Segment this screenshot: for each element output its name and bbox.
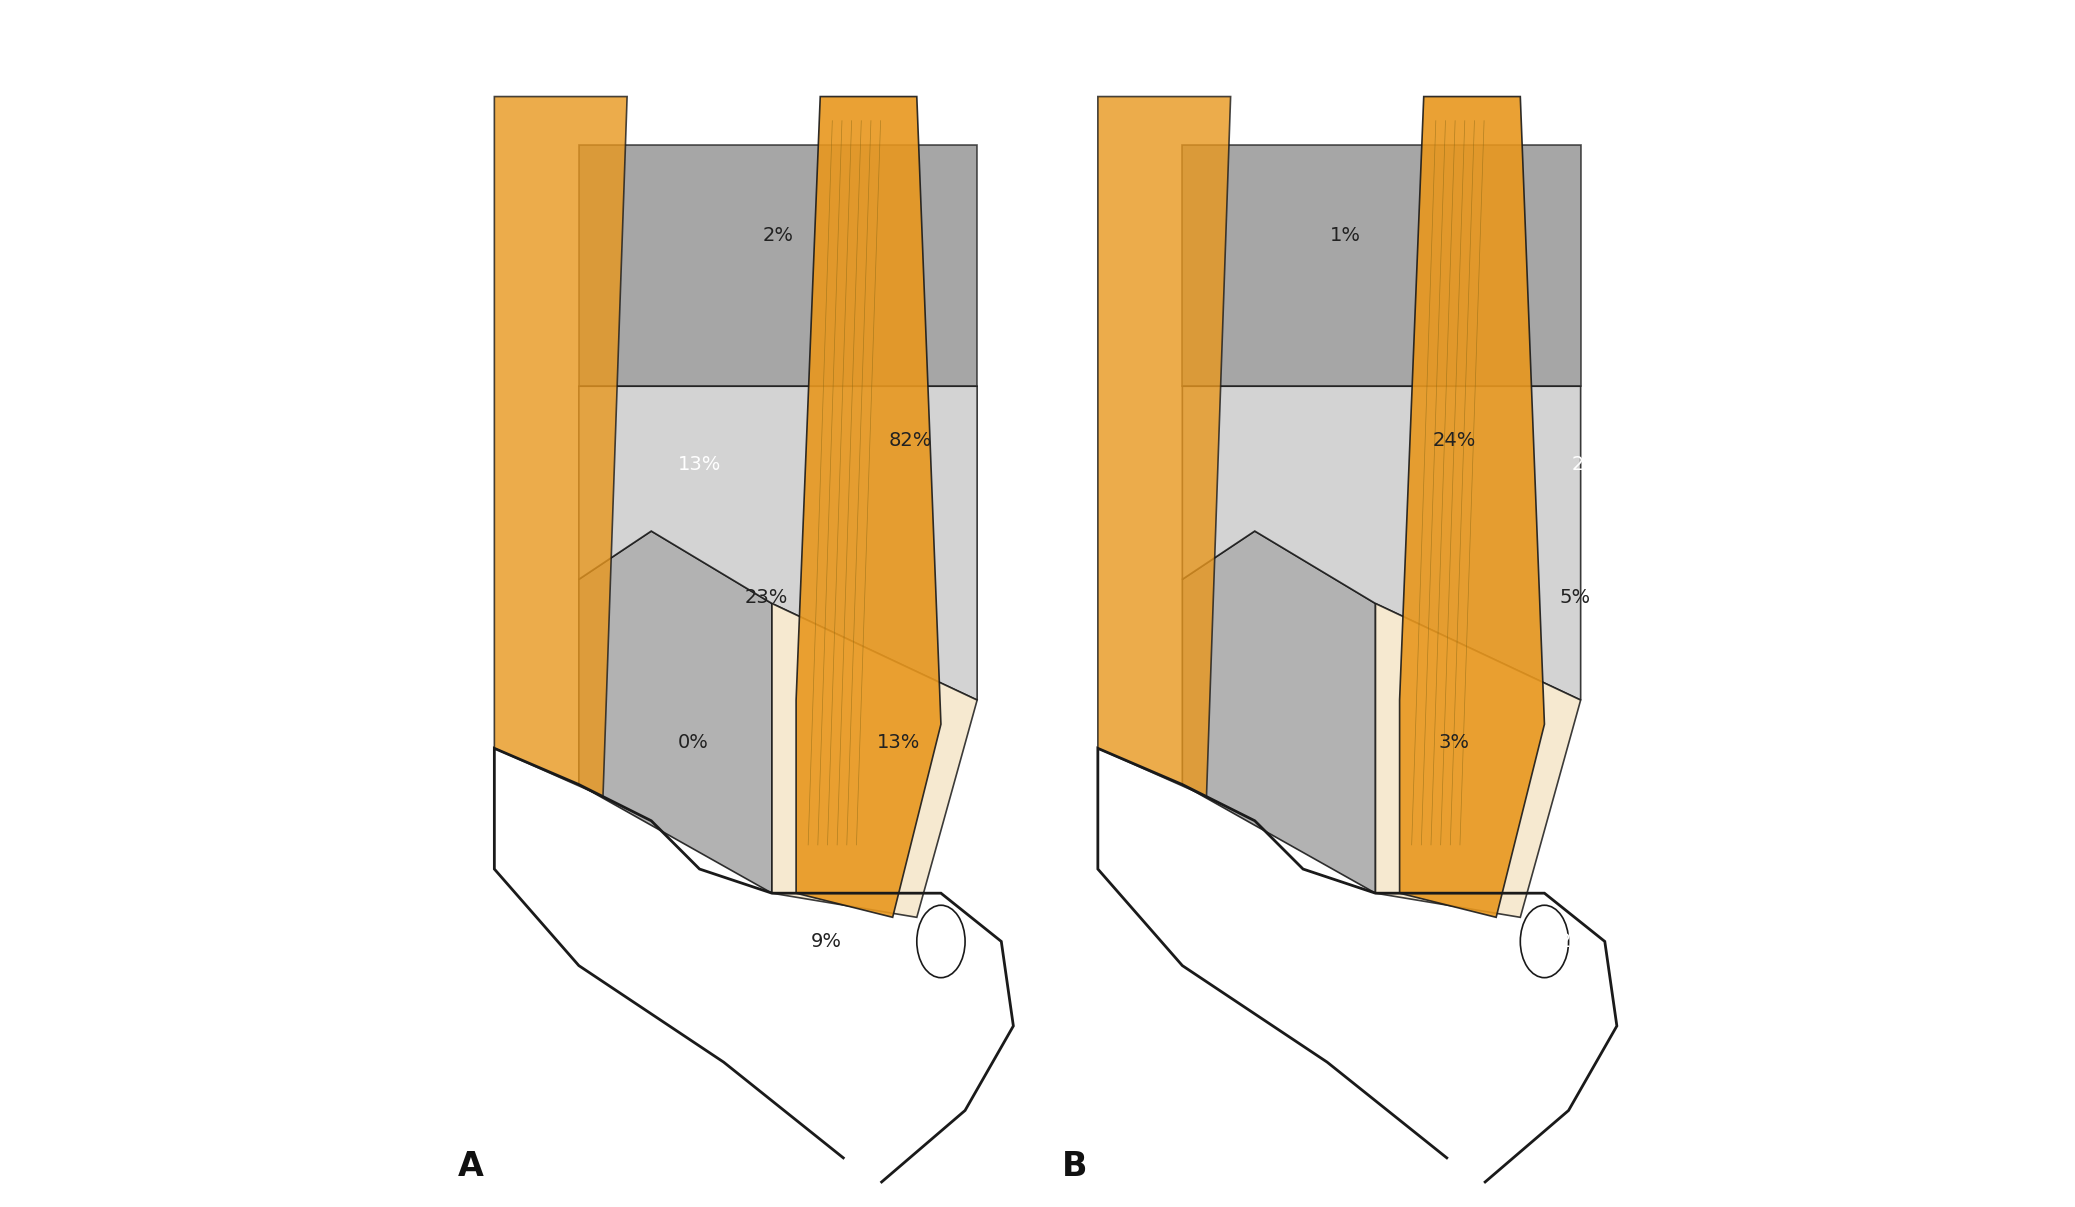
Ellipse shape bbox=[917, 905, 965, 978]
Text: B: B bbox=[1062, 1150, 1087, 1183]
Text: 82%: 82% bbox=[888, 431, 932, 450]
Text: 2%: 2% bbox=[1558, 932, 1589, 951]
Text: 1%: 1% bbox=[1330, 226, 1361, 245]
Polygon shape bbox=[1098, 97, 1230, 797]
Polygon shape bbox=[1401, 97, 1544, 917]
Polygon shape bbox=[579, 531, 772, 893]
Text: 3%: 3% bbox=[1438, 733, 1469, 752]
Polygon shape bbox=[579, 145, 977, 386]
Polygon shape bbox=[772, 604, 977, 917]
Text: 24%: 24% bbox=[1432, 431, 1475, 450]
Text: 0%: 0% bbox=[679, 733, 710, 752]
Text: 2%: 2% bbox=[1571, 455, 1602, 474]
Ellipse shape bbox=[1521, 905, 1569, 978]
Polygon shape bbox=[1183, 386, 1581, 700]
Text: 2%: 2% bbox=[762, 226, 793, 245]
Text: 23%: 23% bbox=[745, 588, 788, 607]
Text: 13%: 13% bbox=[878, 733, 921, 752]
Text: 5%: 5% bbox=[1558, 588, 1589, 607]
Text: 9%: 9% bbox=[811, 932, 842, 951]
Polygon shape bbox=[797, 97, 940, 917]
Polygon shape bbox=[1183, 145, 1581, 386]
Text: A: A bbox=[459, 1150, 483, 1183]
Polygon shape bbox=[579, 386, 977, 700]
Polygon shape bbox=[1376, 604, 1581, 917]
Text: 13%: 13% bbox=[679, 455, 722, 474]
Polygon shape bbox=[494, 97, 627, 797]
Polygon shape bbox=[1183, 531, 1376, 893]
